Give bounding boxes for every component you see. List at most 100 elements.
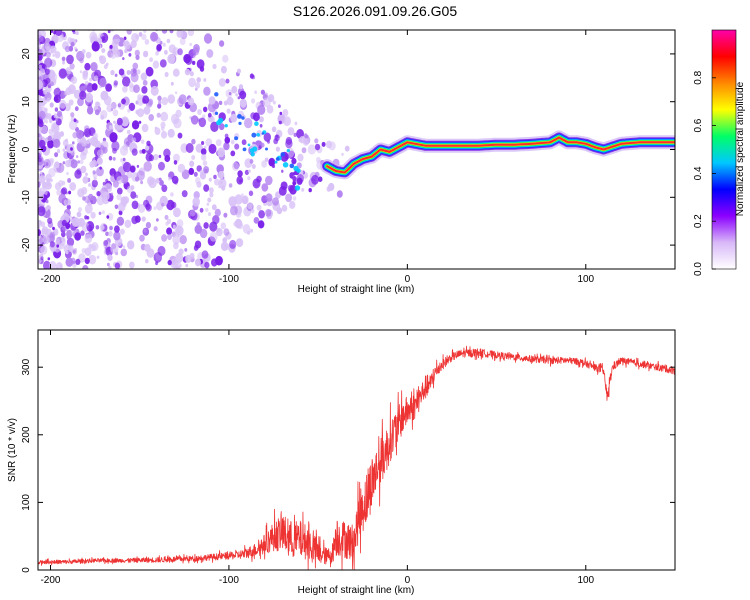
spectrogram-noise-blob bbox=[45, 206, 49, 211]
spectrogram-noise-blob bbox=[112, 147, 117, 154]
spectrogram-noise-blob bbox=[257, 220, 265, 229]
spectrogram-noise-blob bbox=[54, 30, 63, 36]
spectrogram-ridge-band-6 bbox=[326, 136, 675, 174]
spectrogram-noise-blob bbox=[170, 192, 174, 197]
spectrogram-noise-blob bbox=[263, 132, 271, 142]
spectrogram-noise-blob bbox=[65, 67, 72, 75]
spectrogram-noise-blob bbox=[99, 77, 107, 88]
spectrogram-noise-blob bbox=[68, 99, 74, 106]
y-tick-label: -20 bbox=[21, 237, 32, 252]
spectrogram-noise-blob bbox=[129, 165, 136, 173]
spectrogram-noise-blob bbox=[108, 231, 113, 237]
spectrogram-noise-blob bbox=[191, 155, 196, 160]
spectrogram-noise-blob bbox=[38, 206, 46, 217]
spectrogram-noise-blob bbox=[67, 37, 73, 44]
spectrogram-noise-blob bbox=[301, 147, 307, 154]
spectrogram-noise-blob bbox=[221, 185, 226, 191]
spectrogram-noise-blob bbox=[278, 120, 282, 125]
spectrogram-noise-blob bbox=[84, 233, 93, 244]
spectrogram-noise-blob bbox=[65, 87, 72, 96]
spectrogram-noise-blob bbox=[53, 87, 61, 97]
spectrogram-noise-blob bbox=[197, 109, 202, 115]
spectrogram-noise-blob bbox=[138, 203, 146, 213]
spectrogram-noise-blob bbox=[56, 21, 62, 28]
spectrogram-noise-blob bbox=[209, 221, 218, 232]
spectrogram-noise-blob bbox=[41, 228, 49, 238]
spectrogram-noise-blob bbox=[113, 231, 121, 241]
spectrogram-noise-blob bbox=[188, 167, 195, 175]
spectrogram-noise-blob bbox=[54, 107, 59, 112]
spectrogram-noise-blob bbox=[220, 222, 227, 230]
spectrogram-noise-blob bbox=[166, 218, 172, 224]
spectrogram-noise-blob bbox=[172, 68, 180, 77]
spectrogram-noise-blob bbox=[84, 215, 88, 220]
spectrogram-noise-blob bbox=[38, 219, 42, 226]
spectrogram-noise-blob bbox=[150, 85, 159, 96]
snr-series-line bbox=[38, 345, 675, 570]
spectrogram-hotspot bbox=[254, 121, 259, 126]
spectrogram-noise-blob bbox=[116, 117, 123, 126]
spectrogram-noise-blob bbox=[65, 257, 74, 267]
spectrogram-noise-blob bbox=[239, 179, 243, 183]
spectrogram-x-ticks: -200 -100 0 100 bbox=[40, 30, 595, 285]
spectrogram-noise-blob bbox=[79, 159, 84, 165]
spectrogram-noise-blob bbox=[46, 97, 51, 103]
spectrogram-noise-blob bbox=[106, 104, 113, 113]
spectrogram-noise-blob bbox=[159, 59, 167, 68]
spectrogram-noise-blob bbox=[132, 30, 137, 31]
spectrogram-noise-blob bbox=[159, 179, 164, 186]
spectrogram-noise-blob bbox=[61, 219, 67, 227]
spectrogram-noise-blob bbox=[54, 36, 59, 42]
spectrogram-noise-blob bbox=[48, 118, 53, 124]
spectrogram-noise-blob bbox=[193, 171, 198, 177]
spectrogram-noise-blob bbox=[100, 90, 109, 101]
spectrogram-noise-blob bbox=[76, 155, 79, 159]
y-tick-label: 0 bbox=[21, 567, 32, 573]
y-tick-label: 10 bbox=[21, 96, 32, 108]
spectrogram-noise-blob bbox=[326, 186, 332, 192]
spectrogram-noise-blob bbox=[89, 161, 95, 168]
spectrogram-noise-blob bbox=[200, 148, 207, 156]
spectrogram-noise-blob bbox=[287, 127, 295, 136]
spectrogram-hotspot bbox=[214, 92, 219, 97]
spectrogram-noise-blob bbox=[110, 192, 114, 196]
spectrogram-noise-blob bbox=[223, 212, 228, 218]
spectrogram-noise-blob bbox=[296, 174, 304, 184]
spectrogram-noise-blob bbox=[49, 16, 55, 23]
spectrogram-noise-blob bbox=[126, 70, 131, 75]
spectrogram-noise-blob bbox=[265, 175, 273, 186]
spectrogram-noise-blob bbox=[140, 139, 145, 145]
spectrogram-noise-blob bbox=[65, 159, 72, 168]
spectrogram-noise-blob bbox=[141, 86, 148, 94]
spectrogram-noise-blob bbox=[153, 153, 159, 161]
spectrogram-noise-blob bbox=[119, 228, 125, 235]
spectrogram-noise-blob bbox=[256, 175, 262, 183]
spectrogram-noise-blob bbox=[84, 247, 92, 256]
spectrogram-noise-blob bbox=[123, 202, 127, 207]
spectrogram-noise-blob bbox=[118, 210, 123, 216]
spectrogram-noise-blob bbox=[238, 84, 244, 90]
spectrogram-noise-blob bbox=[80, 151, 87, 161]
spectrogram-x-label: Height of straight line (km) bbox=[298, 284, 415, 295]
spectrogram-noise-blob bbox=[264, 157, 269, 162]
spectrogram-noise-blob bbox=[225, 78, 230, 84]
spectrogram-noise-blob bbox=[199, 66, 205, 72]
spectrogram-noise-blob bbox=[44, 107, 48, 113]
spectrogram-noise-blob bbox=[143, 50, 149, 58]
spectrogram-noise-blob bbox=[173, 207, 181, 218]
spectrogram-noise-blob bbox=[224, 243, 230, 250]
spectrogram-noise-blob bbox=[80, 165, 87, 174]
spectrogram-noise-blob bbox=[285, 139, 293, 149]
x-tick-label: 0 bbox=[405, 274, 411, 285]
spectrogram-noise-blob bbox=[120, 174, 129, 184]
spectrogram-noise-blob bbox=[110, 243, 119, 254]
spectrogram-noise-blob bbox=[174, 91, 178, 95]
spectrogram-noise-blob bbox=[135, 109, 140, 115]
x-tick-label: -200 bbox=[40, 575, 60, 586]
spectrogram-noise-blob bbox=[235, 93, 239, 97]
spectrogram-noise-blob bbox=[212, 63, 217, 70]
spectrogram-noise-blob bbox=[139, 149, 143, 154]
spectrogram-noise-blob bbox=[102, 146, 108, 154]
spectrogram-noise-blob bbox=[196, 181, 202, 188]
spectrogram-noise-blob bbox=[257, 104, 266, 115]
